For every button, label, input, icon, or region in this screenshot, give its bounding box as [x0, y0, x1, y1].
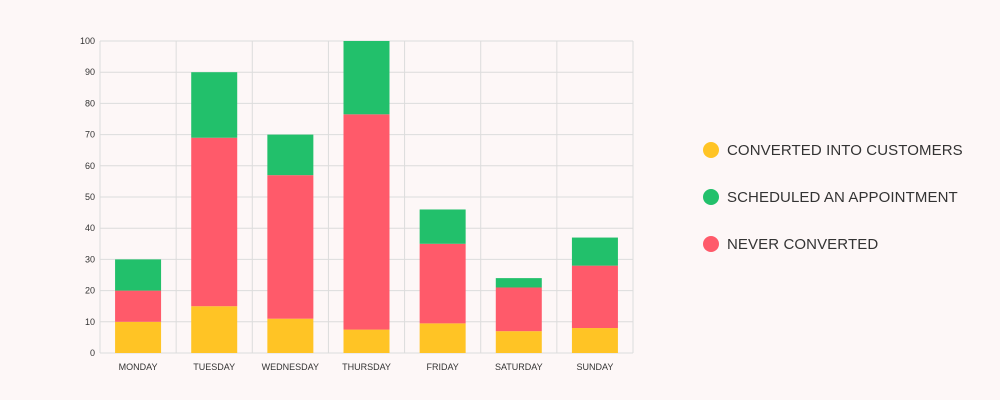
bar-segment-converted-into-customers: [267, 318, 314, 353]
legend-dot-icon: [703, 189, 719, 205]
bar-segment-never-converted: [495, 287, 542, 332]
legend: CONVERTED INTO CUSTOMERS SCHEDULED AN AP…: [703, 132, 993, 273]
y-tick-label: 70: [85, 130, 95, 140]
bar-segment-scheduled-an-appointment: [267, 134, 314, 176]
bar-segment-never-converted: [419, 243, 466, 324]
y-tick-label: 100: [80, 36, 95, 46]
x-category-label: SUNDAY: [577, 362, 614, 372]
bar-segment-scheduled-an-appointment: [343, 41, 390, 115]
bar-segment-converted-into-customers: [495, 331, 542, 353]
bar-segment-scheduled-an-appointment: [419, 209, 466, 244]
bar-segment-scheduled-an-appointment: [571, 237, 618, 266]
bar-segment-never-converted: [115, 290, 162, 322]
y-axis-ticks: 0 10 20 30 40 50 60 70 80 90 100: [80, 36, 95, 358]
bar-segment-never-converted: [571, 265, 618, 329]
y-tick-label: 80: [85, 98, 95, 108]
legend-dot-icon: [703, 236, 719, 252]
bar-segment-converted-into-customers: [343, 329, 390, 353]
y-tick-label: 0: [90, 348, 95, 358]
bar-segment-converted-into-customers: [191, 306, 238, 353]
bar-segment-converted-into-customers: [115, 321, 162, 353]
y-tick-label: 90: [85, 67, 95, 77]
legend-dot-icon: [703, 142, 719, 158]
y-tick-label: 50: [85, 192, 95, 202]
legend-label: SCHEDULED AN APPOINTMENT: [727, 188, 958, 206]
y-tick-label: 10: [85, 317, 95, 327]
bar-segment-converted-into-customers: [571, 328, 618, 353]
x-axis-labels: MONDAY TUESDAY WEDNESDAY THURSDAY FRIDAY SATU…: [119, 362, 614, 372]
legend-item-scheduled: SCHEDULED AN APPOINTMENT: [703, 179, 993, 215]
legend-label: CONVERTED INTO CUSTOMERS: [727, 141, 963, 159]
y-tick-label: 60: [85, 161, 95, 171]
bar-segment-scheduled-an-appointment: [191, 72, 238, 138]
bar-segment-never-converted: [343, 114, 390, 330]
legend-item-converted: CONVERTED INTO CUSTOMERS: [703, 132, 993, 168]
bar-segment-never-converted: [191, 137, 238, 307]
y-tick-label: 30: [85, 254, 95, 264]
bar-segment-converted-into-customers: [419, 323, 466, 353]
x-category-label: MONDAY: [119, 362, 158, 372]
bars: [115, 41, 618, 353]
bar-segment-never-converted: [267, 175, 314, 319]
legend-item-never-converted: NEVER CONVERTED: [703, 226, 993, 262]
y-tick-label: 40: [85, 223, 95, 233]
x-category-label: TUESDAY: [193, 362, 235, 372]
y-tick-label: 20: [85, 286, 95, 296]
bar-segment-scheduled-an-appointment: [115, 259, 162, 291]
bar-segment-scheduled-an-appointment: [495, 278, 542, 288]
x-category-label: SATURDAY: [495, 362, 543, 372]
legend-label: NEVER CONVERTED: [727, 235, 879, 253]
x-category-label: WEDNESDAY: [262, 362, 319, 372]
x-category-label: THURSDAY: [342, 362, 391, 372]
x-category-label: FRIDAY: [426, 362, 458, 372]
